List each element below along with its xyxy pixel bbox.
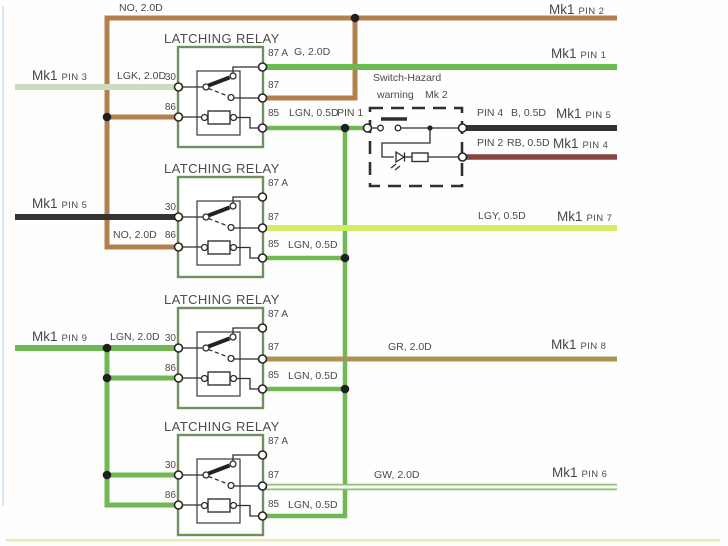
hazard-switch-contact-b	[394, 124, 402, 132]
relay4-85-label: 85	[268, 499, 280, 510]
relay-3	[172, 306, 269, 410]
label-gr: GR, 2.0D	[388, 341, 432, 353]
label-g-wire: G, 2.0D	[294, 46, 331, 58]
label-lgn-r1-pin1: PIN 1	[337, 107, 364, 119]
relay2-87-label: 87	[268, 212, 280, 223]
relay3-30-label: 30	[164, 333, 176, 344]
hazard-lamp-lead	[381, 128, 431, 158]
junction-dot	[340, 123, 350, 133]
label-mk1-pin9: Mk1 PIN 9	[32, 329, 88, 344]
hazard-switch-box	[362, 106, 468, 188]
label-mk1-pin1: Mk1 PIN 1	[551, 46, 607, 61]
relay3-87-label: 87	[268, 342, 280, 353]
relay-1	[172, 45, 269, 149]
junction-dot	[102, 373, 112, 383]
junction-dot	[350, 13, 360, 23]
relay2-86-label: 86	[164, 230, 176, 241]
relay1-title: LATCHING RELAY	[164, 31, 280, 46]
label-lgy: LGY, 0.5D	[478, 210, 526, 222]
junction-dot	[102, 343, 112, 353]
led-arrow-2	[394, 165, 401, 171]
label-rb-wire: RB, 0.5D	[507, 137, 550, 149]
led-arrow-1	[390, 163, 397, 169]
wire-lgn-left-drop	[104, 348, 176, 508]
label-lgn-r2: LGN, 0.5D	[288, 239, 338, 251]
wire-no-left-drop	[104, 15, 176, 250]
hazard-title-mk2: Mk 2	[425, 89, 448, 101]
junction-dot	[102, 470, 112, 480]
relay3-title: LATCHING RELAY	[164, 292, 280, 307]
junction-dot	[102, 112, 112, 122]
indicator-led-icon	[395, 150, 406, 164]
label-mk1-pin7: Mk1 PIN 7	[557, 209, 613, 224]
hazard-box-outline	[368, 106, 464, 188]
label-no-relay2: NO, 2.0D	[113, 229, 157, 241]
relay1-87a-label: 87 A	[268, 48, 289, 59]
relay4-87a-label: 87 A	[268, 436, 289, 447]
relay4-title: LATCHING RELAY	[164, 419, 280, 434]
relay-2	[172, 175, 269, 279]
hazard-terminal-pin4	[457, 123, 468, 133]
label-lgn-r1: LGN, 0.5D	[289, 107, 339, 119]
relay2-85-label: 85	[268, 239, 280, 250]
junction-dot	[340, 384, 350, 394]
wire-no-drop-relay1-87	[265, 18, 358, 101]
label-mk1-pin8: Mk1 PIN 8	[551, 337, 607, 352]
relay2-30-label: 30	[164, 202, 176, 213]
label-lgn2: LGN, 2.0D	[110, 331, 160, 343]
label-mk1-pin6: Mk1 PIN 6	[552, 465, 608, 480]
hazard-switch-contact-a	[377, 124, 384, 132]
relay1-30-label: 30	[164, 72, 176, 83]
wire-lgn-left	[15, 345, 176, 508]
hazard-title-line2: warning	[377, 89, 414, 101]
label-mk1-pin5-right: Mk1 PIN 5	[556, 106, 612, 121]
wire-brown-no	[104, 15, 617, 250]
resistor-icon	[411, 152, 429, 163]
relay1-87-label: 87	[268, 80, 280, 91]
relay-4	[172, 433, 269, 537]
hazard-terminal-pin1	[362, 123, 373, 133]
bottom-edge-tint	[6, 539, 720, 542]
relay4-87-label: 87	[268, 470, 280, 481]
label-mk1-pin3: Mk1 PIN 3	[32, 68, 88, 83]
label-b-wire: B, 0.5D	[511, 107, 547, 119]
label-lgn-r4: LGN, 0.5D	[288, 499, 338, 511]
relay2-87a-label: 87 A	[268, 178, 289, 189]
left-edge-tint	[2, 6, 4, 506]
relay3-87a-label: 87 A	[268, 309, 289, 320]
label-gw: GW, 2.0D	[374, 469, 420, 481]
label-mk1-pin4: Mk1 PIN 4	[553, 136, 609, 151]
relay4-30-label: 30	[164, 460, 176, 471]
hazard-terminal-pin2	[457, 152, 468, 162]
label-lgn-r3: LGN, 0.5D	[288, 370, 338, 382]
label-pin2: PIN 2	[477, 137, 504, 149]
relay3-86-label: 86	[164, 363, 176, 374]
hazard-title-line1: Switch-Hazard	[373, 72, 442, 84]
relay1-85-label: 85	[268, 108, 280, 119]
relay3-85-label: 85	[268, 370, 280, 381]
label-pin4: PIN 4	[477, 107, 504, 119]
label-mk1-pin2: Mk1 PIN 2	[549, 2, 605, 17]
label-no-top: NO, 2.0D	[119, 2, 163, 14]
relay1-86-label: 86	[164, 102, 176, 113]
junction-dots	[102, 13, 360, 480]
junction-dot	[340, 253, 350, 263]
label-mk1-pin5-left: Mk1 PIN 5	[32, 196, 88, 211]
relay4-86-label: 86	[164, 490, 176, 501]
relay2-title: LATCHING RELAY	[164, 161, 280, 176]
label-lgk: LGK, 2.0D	[117, 70, 167, 82]
